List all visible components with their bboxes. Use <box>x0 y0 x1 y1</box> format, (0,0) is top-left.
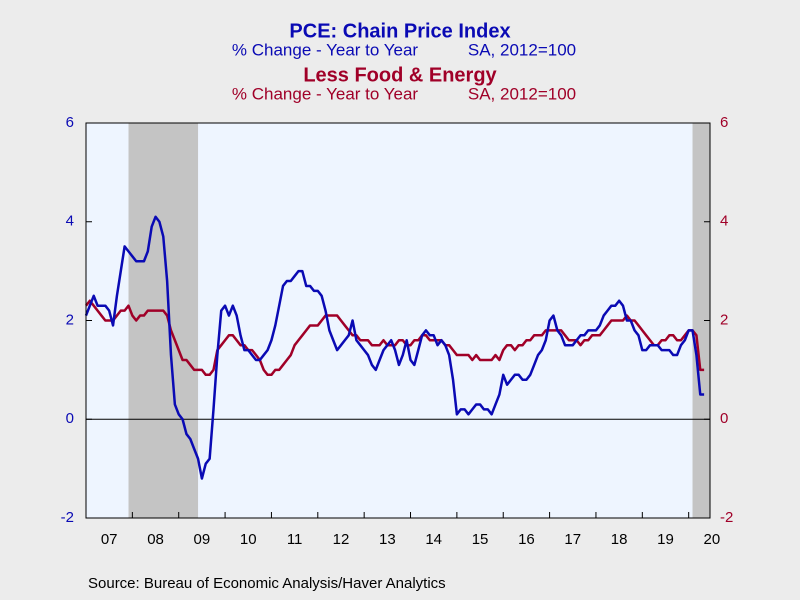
subtitle: % Change - Year to Year <box>232 84 419 103</box>
x-tick-label: 11 <box>287 531 303 548</box>
x-tick-label: 10 <box>240 531 257 548</box>
series-line <box>84 215 705 480</box>
y2-tick-label: 2 <box>720 311 728 328</box>
x-tick-label: 18 <box>611 531 628 548</box>
x-tick-label: 20 <box>704 531 721 548</box>
y-tick-label: 4 <box>66 213 74 230</box>
title: Less Food & Energy <box>303 64 497 86</box>
subtitle: SA, 2012=100 <box>468 84 576 103</box>
x-tick-label: 08 <box>147 531 164 548</box>
x-tick-label: 19 <box>657 531 674 548</box>
series-line <box>85 299 705 377</box>
y-tick-label: 2 <box>66 311 74 328</box>
x-tick-label: 12 <box>333 531 350 548</box>
y2-tick-label: -2 <box>720 509 733 526</box>
source: Source: Bureau of Economic Analysis/Have… <box>88 575 446 592</box>
y2-tick-label: 4 <box>720 213 728 230</box>
x-tick-label: 07 <box>101 531 118 548</box>
x-tick-label: 09 <box>194 531 211 548</box>
y-tick-label: 0 <box>66 410 74 427</box>
x-tick-label: 15 <box>472 531 489 548</box>
x-tick-label: 17 <box>564 531 581 548</box>
title: PCE: Chain Price Index <box>289 20 510 42</box>
plot-frame <box>85 122 711 519</box>
subtitle: SA, 2012=100 <box>468 40 576 59</box>
y-tick-label: 6 <box>66 114 74 131</box>
subtitle: % Change - Year to Year <box>232 40 419 59</box>
y-tick-label: -2 <box>61 509 74 526</box>
x-tick-label: 13 <box>379 531 396 548</box>
x-tick-label: 14 <box>425 531 442 548</box>
x-tick-label: 16 <box>518 531 535 548</box>
recession-band <box>128 123 199 518</box>
y2-tick-label: 6 <box>720 114 728 131</box>
y2-tick-label: 0 <box>720 410 728 427</box>
